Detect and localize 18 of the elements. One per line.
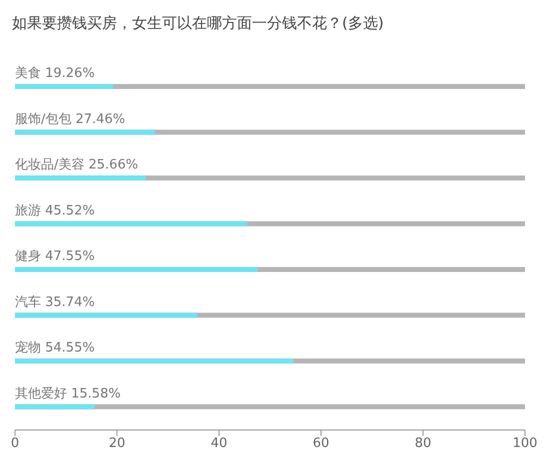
x-tick-label: 0 <box>10 436 20 452</box>
x-tick-label: 60 <box>312 436 330 452</box>
x-tick-label: 20 <box>108 436 126 452</box>
x-tick-label: 40 <box>210 436 228 452</box>
bar <box>15 130 156 135</box>
category-label: 汽车 35.74% <box>15 294 95 310</box>
category-label: 美食 19.26% <box>15 66 95 81</box>
bar <box>15 404 94 410</box>
category-label: 旅游 45.52% <box>15 203 95 218</box>
category-label: 化妆品/美容 25.66% <box>15 158 138 172</box>
category-label: 服饰/包包 27.46% <box>15 112 126 127</box>
category-label: 其他爱好 15.58% <box>15 386 121 402</box>
bar <box>15 84 114 89</box>
x-tick-label: 100 <box>512 436 538 452</box>
category-label: 健身 47.55% <box>15 249 95 264</box>
category-label: 宠物 54.55% <box>15 340 95 356</box>
chart-title: 如果要攒钱买房，女生可以在哪方面一分钱不花？(多选) <box>11 13 385 34</box>
x-tick-label: 80 <box>414 436 432 452</box>
